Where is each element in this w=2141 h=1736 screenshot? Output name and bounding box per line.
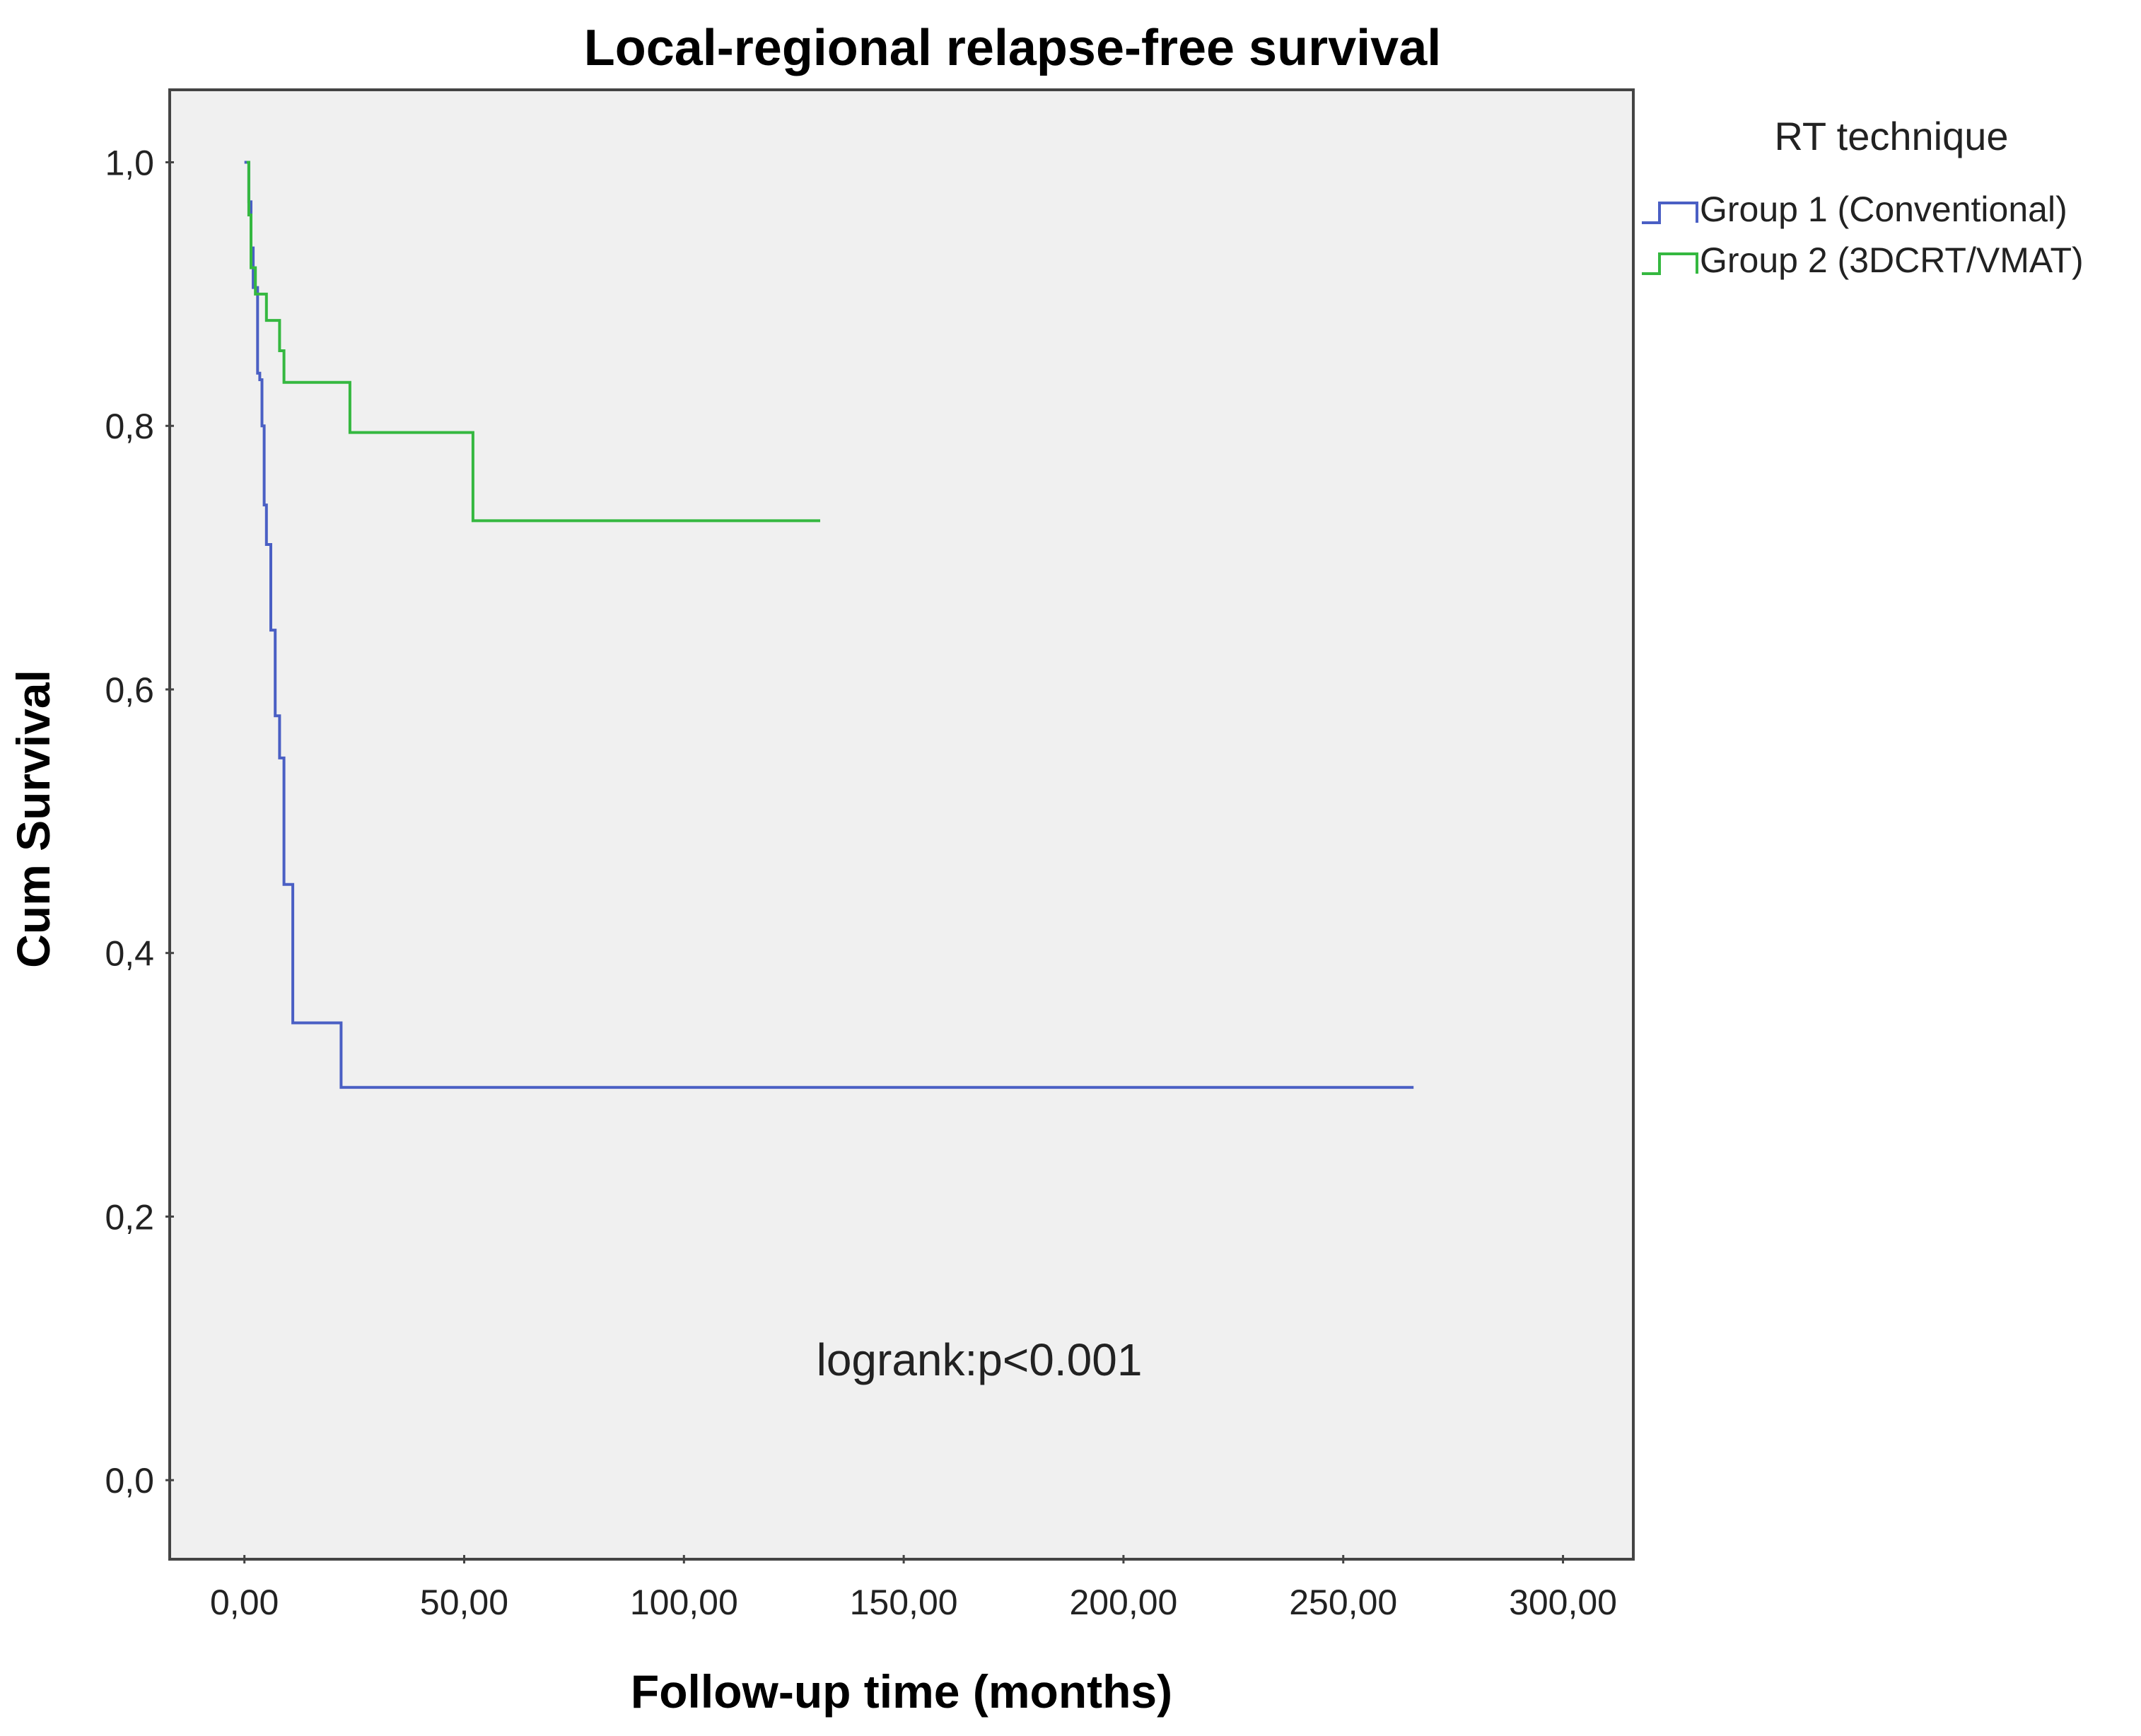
y-axis: 0,0 0,2 0,4 0,6 0,8 1,0 — [105, 144, 174, 1501]
plot-area — [168, 88, 1635, 1561]
x-tick-label: 0,00 — [210, 1583, 279, 1622]
x-axis-label: Follow-up time (months) — [631, 1665, 1172, 1718]
y-tick-label: 0,6 — [105, 670, 154, 710]
legend-label-group-1: Group 1 (Conventional) — [1700, 190, 2067, 229]
x-tick-label: 50,00 — [420, 1583, 508, 1622]
legend-items: Group 1 (Conventional) Group 2 (3DCRT/VMA… — [1642, 190, 2084, 280]
x-tick-label: 100,00 — [630, 1583, 738, 1622]
x-tick-label: 200,00 — [1069, 1583, 1177, 1622]
logrank-annotation: logrank:p<0.001 — [817, 1334, 1143, 1385]
legend-title: RT technique — [1774, 114, 2008, 158]
legend-label-group-2: Group 2 (3DCRT/VMAT) — [1700, 240, 2084, 280]
series-layer — [244, 161, 1414, 1089]
legend: RT technique Group 1 (Conventional)Group… — [1642, 114, 2084, 280]
series-line-group-2 — [246, 161, 820, 523]
chart-title: Local-regional relapse-free survival — [584, 20, 1442, 76]
x-axis: 0,00 50,00 100,00 150,00 200,00 250,00 300,00 — [210, 1555, 1617, 1622]
x-tick-label: 150,00 — [850, 1583, 958, 1622]
legend-swatch-group-1 — [1642, 202, 1698, 224]
series-line-group-1 — [244, 161, 1414, 1089]
y-tick-label: 0,4 — [105, 934, 154, 974]
y-tick-label: 1,0 — [105, 144, 154, 183]
y-tick-label: 0,8 — [105, 407, 154, 446]
x-tick-label: 300,00 — [1509, 1583, 1617, 1622]
y-tick-label: 0,0 — [105, 1461, 154, 1501]
legend-swatch-group-2 — [1642, 252, 1698, 275]
y-tick-label: 0,2 — [105, 1197, 154, 1237]
x-tick-label: 250,00 — [1289, 1583, 1397, 1622]
y-axis-label: Cum Survival — [7, 670, 59, 968]
